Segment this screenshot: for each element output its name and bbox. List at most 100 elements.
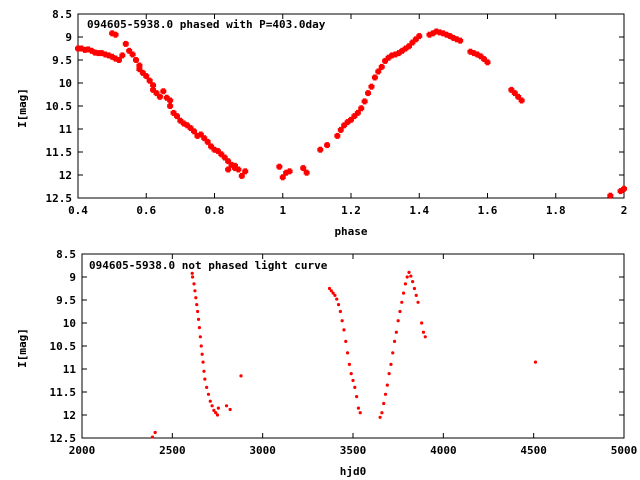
data-point xyxy=(382,57,389,64)
data-point xyxy=(511,90,518,97)
data-point xyxy=(194,296,198,300)
data-point xyxy=(383,392,388,396)
data-point xyxy=(214,148,221,155)
data-point xyxy=(361,98,368,105)
data-point xyxy=(112,31,119,38)
data-point xyxy=(405,275,409,279)
y-tick-label: 11.5 xyxy=(50,386,77,399)
data-point xyxy=(109,30,116,37)
data-point xyxy=(407,270,411,274)
data-points-bottom xyxy=(150,270,538,439)
data-point xyxy=(348,116,354,123)
x-axis-label-bottom: hjd0 xyxy=(340,465,367,478)
data-point xyxy=(358,105,365,112)
data-point xyxy=(303,169,310,176)
data-point xyxy=(340,319,344,323)
data-point xyxy=(210,404,214,408)
data-point xyxy=(126,47,133,54)
y-tick-label: 8.5 xyxy=(56,248,76,261)
data-point xyxy=(484,59,491,66)
data-point xyxy=(218,151,225,158)
data-point xyxy=(95,50,102,57)
data-point xyxy=(160,88,167,95)
data-point xyxy=(400,300,404,304)
y-tick-label: 10 xyxy=(63,317,76,330)
data-point xyxy=(467,48,474,55)
data-point xyxy=(208,143,215,150)
data-point xyxy=(344,339,348,343)
x-axis-label-top: phase xyxy=(334,225,367,238)
data-point xyxy=(136,62,143,69)
data-point xyxy=(421,330,426,334)
data-point xyxy=(416,33,423,40)
data-point xyxy=(414,293,418,297)
data-point xyxy=(228,161,235,168)
y-tick-label: 12 xyxy=(63,409,76,422)
data-point xyxy=(336,303,341,307)
data-point xyxy=(122,40,129,47)
data-point xyxy=(242,168,249,175)
data-point xyxy=(216,406,221,410)
data-point xyxy=(344,119,351,126)
data-point xyxy=(170,109,177,116)
data-point xyxy=(356,406,361,410)
data-point xyxy=(225,158,232,165)
data-point xyxy=(192,282,196,286)
x-tick-label: 3500 xyxy=(340,444,367,457)
data-point xyxy=(349,372,353,376)
data-point xyxy=(317,146,324,153)
data-point xyxy=(433,28,440,35)
y-ticks-bottom: 8.5 9 9.5 10 10.5 11 11.5 12 12.5 xyxy=(50,248,624,445)
data-point xyxy=(429,30,436,37)
plot-title-top: 094605-5938.0 phased with P=403.0day xyxy=(87,18,326,31)
data-point xyxy=(85,46,92,53)
x-tick-label: 1.8 xyxy=(546,204,566,217)
data-point xyxy=(191,128,198,135)
data-point xyxy=(184,122,191,129)
data-point xyxy=(392,51,399,58)
data-point xyxy=(228,407,232,412)
x-tick-label: 0.8 xyxy=(205,204,225,217)
data-point xyxy=(206,392,211,396)
data-point xyxy=(327,286,332,291)
data-point xyxy=(225,166,232,173)
data-point xyxy=(446,33,453,40)
data-point xyxy=(194,132,201,139)
data-point xyxy=(443,31,450,38)
y-tick-label: 12 xyxy=(59,169,72,182)
data-point xyxy=(380,411,384,415)
chart-top: 0.4 0.6 0.8 1 1.2 1.4 1.6 1.8 2 8.5 9 9.5 10 10.5 11 1… xyxy=(16,8,627,238)
data-point xyxy=(394,330,398,334)
data-point xyxy=(180,120,187,127)
data-point xyxy=(187,125,194,132)
data-point xyxy=(398,309,402,314)
data-point xyxy=(385,54,392,61)
data-point xyxy=(279,174,286,181)
plot-title-bottom: 094605-5938.0 not phased light curve xyxy=(89,259,328,272)
data-point xyxy=(139,69,146,76)
data-points-top xyxy=(75,28,627,199)
data-point xyxy=(238,172,245,179)
data-point xyxy=(196,309,200,314)
data-point xyxy=(335,297,339,301)
data-point xyxy=(368,83,375,90)
y-tick-label: 10 xyxy=(59,77,72,90)
y-tick-label: 12.5 xyxy=(46,192,73,205)
data-point xyxy=(399,47,406,54)
data-point xyxy=(354,109,361,116)
data-point xyxy=(338,309,342,314)
data-point xyxy=(453,36,460,43)
x-tick-label: 1.4 xyxy=(409,204,429,217)
y-axis-label-bottom: I[mag] xyxy=(16,328,29,368)
data-point xyxy=(508,86,515,93)
data-point xyxy=(385,383,389,387)
data-point xyxy=(382,401,386,406)
x-tick-label: 1.6 xyxy=(478,204,498,217)
data-point xyxy=(239,374,243,378)
data-point xyxy=(457,37,464,44)
data-point xyxy=(375,68,382,75)
data-point xyxy=(617,188,624,195)
data-point xyxy=(388,52,395,59)
data-point xyxy=(156,93,163,100)
data-point xyxy=(345,351,350,355)
